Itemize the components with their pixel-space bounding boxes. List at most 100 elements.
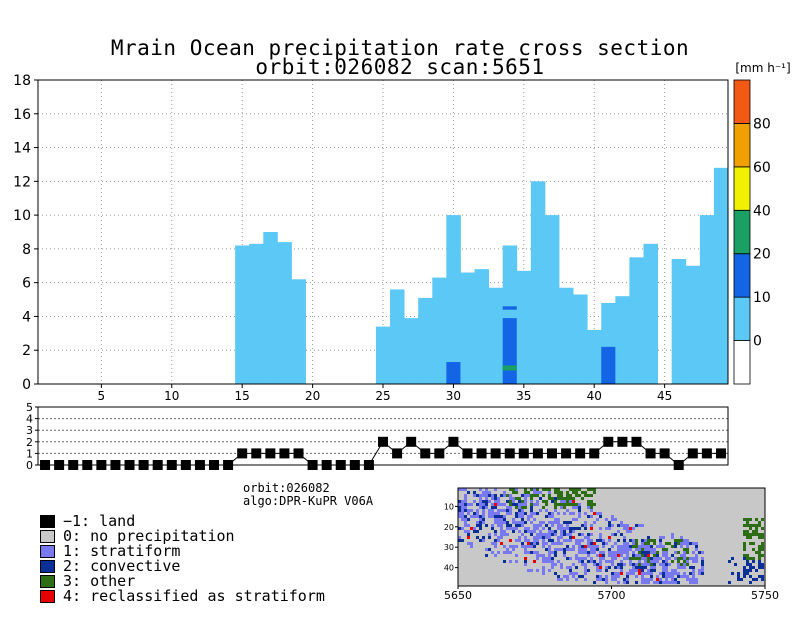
map-pixel [530,569,533,572]
map-pixel [752,530,755,533]
map-pixel [497,539,500,542]
map-pixel [575,488,578,491]
map-pixel [659,542,662,545]
map-pixel [662,554,665,557]
map-pixel [560,548,563,551]
map-pixel [515,560,518,563]
map-pixel [665,560,668,563]
map-pixel [599,563,602,566]
map-pixel [470,545,473,548]
map-pixel [692,566,695,569]
map-pixel [665,566,668,569]
map-pixel [551,542,554,545]
map-pixel [584,494,587,497]
map-pixel [494,533,497,536]
map-pixel [536,557,539,560]
map-pixel [668,542,671,545]
map-pixel [650,557,653,560]
map-pixel [590,509,593,512]
map-background [458,488,765,586]
map-pixel [512,545,515,548]
map-pixel [482,503,485,506]
orbit-info: orbit:026082 [243,481,330,495]
map-pixel [494,512,497,515]
map-pixel [701,557,704,560]
map-pixel [485,506,488,509]
map-pixel [743,545,746,548]
map-pixel [695,581,698,584]
map-pixel [506,512,509,515]
map-pixel [557,503,560,506]
map-pixel [653,539,656,542]
map-pixel [545,536,548,539]
y-tick-label: 4 [22,309,31,325]
map-pixel [530,530,533,533]
bar [249,243,264,384]
map-pixel [470,515,473,518]
map-pixel [686,560,689,563]
map-pixel [584,491,587,494]
map-pixel [488,536,491,539]
map-pixel [590,545,593,548]
map-pixel [569,533,572,536]
map-pixel [560,494,563,497]
map-pixel [569,503,572,506]
map-pixel [746,569,749,572]
map-pixel [614,518,617,521]
map-pixel [494,488,497,491]
colorbar: 0 10 20 40 60 80 [733,79,771,385]
map-pixel [683,554,686,557]
map-pixel [602,551,605,554]
map-pixel [521,545,524,548]
map-pixel [554,491,557,494]
map-pixel [671,575,674,578]
map-pixel [569,548,572,551]
map-pixel [560,503,563,506]
map-pixel [527,494,530,497]
map-pixel [494,539,497,542]
map-pixel [515,515,518,518]
map-pixel [524,494,527,497]
map-pixel [542,539,545,542]
map-pixel [464,524,467,527]
map-pixel [563,506,566,509]
map-pixel [524,560,527,563]
map-pixel [581,557,584,560]
map-pixel [533,542,536,545]
map-pixel [611,524,614,527]
map-pixel [458,506,461,509]
map-pixel [554,533,557,536]
map-pixel [467,530,470,533]
map-pixel [608,554,611,557]
map-pixel [584,572,587,575]
bar-segment-10-20 [502,306,517,310]
chart-title-line2: orbit:026082 scan:5651 [255,55,545,79]
map-pixel [506,533,509,536]
map-pixel [671,533,674,536]
map-pixel [575,566,578,569]
map-pixel [491,497,494,500]
map-pixel [542,506,545,509]
colorbar-segment [733,123,751,168]
map-pixel [545,488,548,491]
map-pixel [536,539,539,542]
map-pixel [659,572,662,575]
map-pixel [629,560,632,563]
map-pixel [488,509,491,512]
map-pixel [491,503,494,506]
map-pixel [521,518,524,521]
map-pixel [596,566,599,569]
map-pixel [749,527,752,530]
colorbar-segment [733,296,751,341]
map-pixel [743,554,746,557]
map-pixel [551,524,554,527]
map-pixel [746,560,749,563]
map-pixel [578,548,581,551]
map-pixel [542,545,545,548]
map-pixel [572,563,575,566]
bar [530,181,546,384]
map-pixel [677,572,680,575]
map-pixel [620,548,623,551]
map-pixel [461,506,464,509]
map-pixel [653,548,656,551]
